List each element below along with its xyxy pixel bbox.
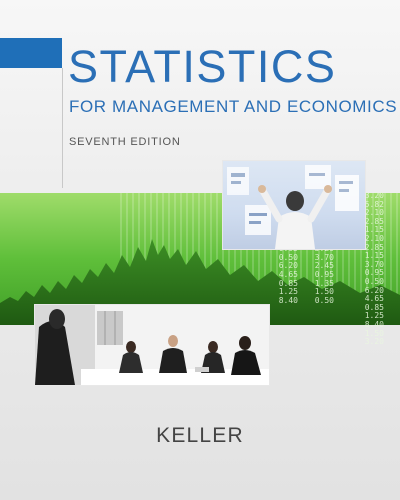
ticker-column-3: 3.20 15.82 2.10 2.85 1.15 2.10 2.85 1.15 3.70 … [359, 191, 384, 347]
meeting-photo [34, 304, 270, 386]
businessman-photo [222, 160, 366, 250]
ticker-column-2: 6.202.853.20 3.702.450.95 1.351.500.50 [314, 227, 334, 305]
divider-line [62, 68, 63, 188]
edition-label: SEVENTH EDITION [69, 136, 181, 148]
cover-subtitle: FOR MANAGEMENT AND ECONOMICS [69, 97, 398, 116]
mountain-graph-shape [0, 239, 400, 325]
author-name: KELLER [156, 424, 244, 447]
cover-title: STATISTICS [68, 41, 337, 92]
accent-bar [0, 38, 62, 68]
